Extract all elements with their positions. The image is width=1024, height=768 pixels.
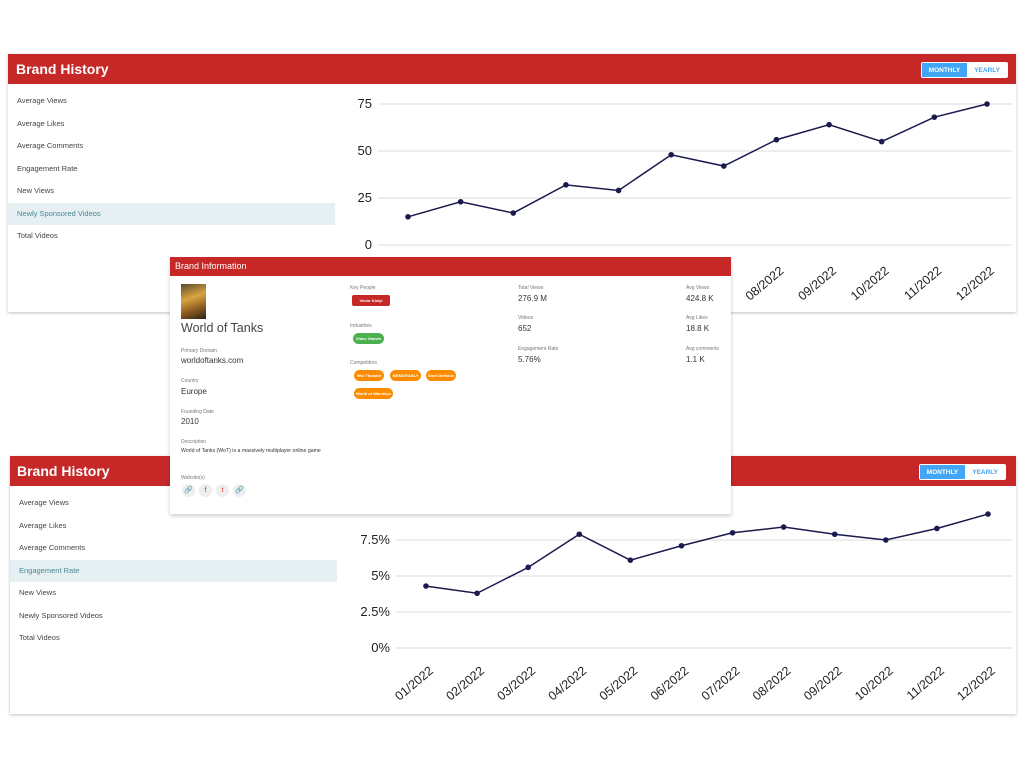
metric-list: Average Views Average Likes Average Comm… [10,492,337,650]
metric-item-newly-sponsored-videos[interactable]: Newly Sponsored Videos [19,610,103,620]
brand-logo [181,284,206,319]
link-icon[interactable]: 🔗 [182,484,195,497]
metric-item-average-views[interactable]: Average Views [19,498,69,507]
twitter-icon[interactable]: t [216,484,229,497]
panel-header: Brand History MONTHLY YEARLY [8,54,1016,84]
country-value: Europe [181,387,207,396]
metric-item-average-likes[interactable]: Average Likes [17,118,65,128]
metric-item-engagement-rate[interactable]: Engagement Rate [10,559,337,582]
metric-item-average-comments[interactable]: Average Comments [19,543,86,552]
info-header: Brand Information [170,257,731,276]
brand-name: World of Tanks [181,321,264,335]
monthly-button[interactable]: MONTHLY [919,465,966,479]
metric-item-newly-sponsored-videos[interactable]: Newly Sponsored Videos [8,202,335,225]
avg-likes-value: 18.8 K [686,324,710,333]
key-person-badge[interactable]: Victor Kislyi [352,295,390,306]
primary-domain-value: worldoftanks.com [181,356,244,365]
brand-information-card: Brand Information World of Tanks Primary… [170,257,731,514]
yearly-button[interactable]: YEARLY [965,465,1005,479]
avg-views-label: Avg Views [686,285,710,291]
avg-likes-label: Avg Likes [686,315,708,321]
metric-item-average-views[interactable]: Average Views [17,96,67,105]
metric-item-engagement-rate[interactable]: Engagement Rate [17,163,78,173]
primary-domain-label: Primary Domain [181,348,217,354]
metric-item-total-videos[interactable]: Total Videos [17,231,58,240]
competitor-badge[interactable]: Steel Division [426,370,456,381]
videos-value: 652 [518,324,532,333]
metric-item-new-views[interactable]: New Views [19,588,56,597]
key-people-label: Key People [350,285,376,291]
yearly-button[interactable]: YEARLY [967,63,1007,77]
videos-label: Videos [518,315,534,321]
period-toggle: MONTHLY YEARLY [918,464,1006,480]
metric-item-new-views[interactable]: New Views [17,186,54,195]
metric-item-average-likes[interactable]: Average Likes [19,520,67,530]
key-person-name: Victor Kislyi [359,298,383,303]
description-label: Description [181,439,207,445]
competitor-badge[interactable]: MEMORABLY [390,370,421,381]
total-views-value: 276.9 M [518,294,547,303]
avg-comments-value: 1.1 K [686,355,705,364]
competitor-badge[interactable]: War Thunder [354,370,384,381]
founding-date-value: 2010 [181,417,199,426]
engagement-label: Engagement Rate [518,346,559,352]
avg-views-value: 424.8 K [686,294,714,303]
monthly-button[interactable]: MONTHLY [921,63,968,77]
link-icon[interactable]: 🔗 [233,484,246,497]
industries-label: Industries [350,323,372,329]
panel-title: Brand History [16,61,109,77]
panel-title: Brand History [17,463,110,479]
founding-date-label: Founding Date [181,409,214,415]
metric-item-total-videos[interactable]: Total Videos [19,633,60,642]
websites-label: Website(s) [181,475,205,481]
facebook-icon[interactable]: f [199,484,212,497]
engagement-value: 5.76% [518,355,541,364]
avg-comments-label: Avg comments [686,346,719,352]
industry-badge[interactable]: Video Games [353,333,384,344]
country-label: Country [181,378,199,384]
website-links: 🔗 f t 🔗 [182,484,246,497]
competitors-label: Competitors [350,360,377,366]
metric-list: Average Views Average Likes Average Comm… [8,90,335,248]
description-text: World of Tanks (WoT) is a massively mult… [181,448,321,454]
competitor-badge[interactable]: World of Warships [354,388,393,399]
period-toggle: MONTHLY YEARLY [920,62,1008,78]
metric-item-average-comments[interactable]: Average Comments [17,141,84,150]
total-views-label: Total Views [518,285,544,291]
